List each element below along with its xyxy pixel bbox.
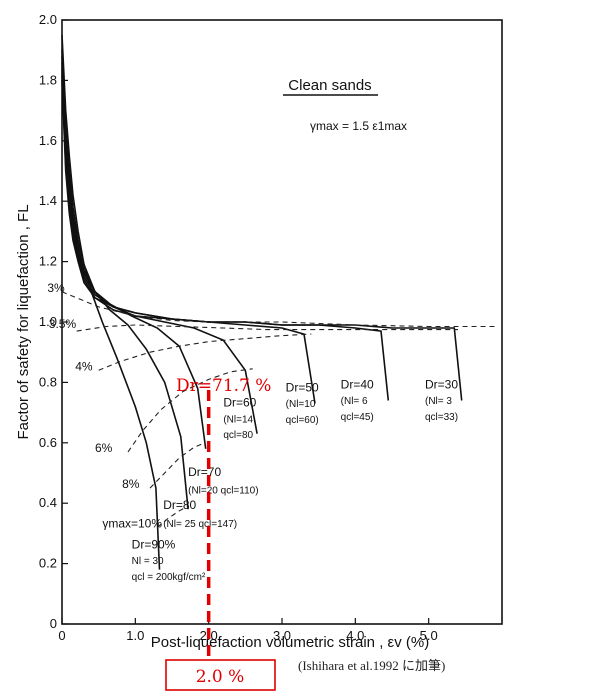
y-tick-label: 0.2 [39,556,57,571]
x-tick-label: 0 [58,628,65,643]
curve-max-3 [61,291,495,328]
strain-highlight-label: 2.0 % [196,667,245,687]
y-tick-label: 0 [50,616,57,631]
curve-dr-30 [61,80,463,401]
curves [61,35,495,570]
chart-subtitle: γmax = 1.5 ε1max [310,119,407,133]
curve-annotation: qcl=80 [223,430,253,441]
curve-annotation: Dr=90% [132,538,176,552]
x-tick-label: 1.0 [126,628,144,643]
curve-max-10 [156,505,189,528]
curve-dr-40 [61,74,390,401]
dr-highlight-label: Dr=71.7 % [176,376,271,396]
curve-annotation: (Nl=14 [223,414,253,425]
curve-annotation: Nl = 30 [132,556,164,567]
y-tick-label: 1.0 [39,314,57,329]
curve-max-4 [98,333,312,371]
curve-dr-80 [61,50,189,510]
curve-annotation: qcl=60) [286,415,319,426]
curve-dr-90 [61,35,161,570]
curve-max-8 [149,442,206,489]
curve-annotation: qcl=45) [341,412,374,423]
x-tick-label: 4.0 [346,628,364,643]
y-tick-label: 1.2 [39,254,57,269]
curve-dr-50 [61,68,316,404]
curve-annotation: (Nl=20 qcl=110) [188,486,258,497]
curve-annotation: Dr=40 [341,377,374,391]
y-tick-label: 1.4 [39,193,57,208]
curve-annotation: (Nl= 25 qcl=147) [163,519,237,530]
curve-annotation: Dr=60 [223,396,256,410]
y-tick-label: 0.8 [39,374,57,389]
y-axis-label: Factor of safety for liquefaction , FL [15,204,32,439]
curve-annotation: Dr=30 [425,377,458,391]
y-tick-label: 1.6 [39,133,57,148]
plot-frame [61,19,503,625]
y-tick-label: 0.6 [39,435,57,450]
curve-annotation: (Nl= 3 [425,396,452,407]
x-tick-label: 5.0 [420,628,438,643]
y-tick-label: 2.0 [39,12,57,27]
curve-annotation: Dr=50 [286,380,319,394]
curve-annotation: 3.5% [49,317,77,331]
curve-annotation: Dr=70 [188,465,221,479]
curve-annotation: γmax=10% [102,516,162,530]
curve-annotation: 4% [75,359,93,373]
curve-annotation: qcl=33) [425,412,458,423]
curve-annotation: 6% [95,441,113,455]
x-axis-label: Post-liquefaction volumetric strain , εv… [151,634,429,651]
chart-title: Clean sands [288,77,371,94]
y-tick-label: 1.8 [39,72,57,87]
curve-annotation: qcl = 200kgf/cm² [132,572,206,583]
y-tick-label: 0.4 [39,495,57,510]
curve-annotation: (Nl= 6 [341,396,368,407]
curve-annotations: 3% 3.5% 4% 6% 8% γmax=10% Dr=90% Nl = 30 qcl = 2… [47,281,458,583]
curve-annotation: (Nl=10 [286,399,316,410]
citation: (Ishihara et al.1992 に加筆) [298,658,445,673]
curve-annotation: Dr=80 [163,498,196,512]
curve-annotation: 8% [122,477,140,491]
curve-max-6 [127,368,253,453]
curve-dr-60 [61,62,258,434]
curve-annotation: 3% [47,281,65,295]
strain-highlight-box [165,659,276,691]
x-tick-label: 3.0 [273,628,291,643]
